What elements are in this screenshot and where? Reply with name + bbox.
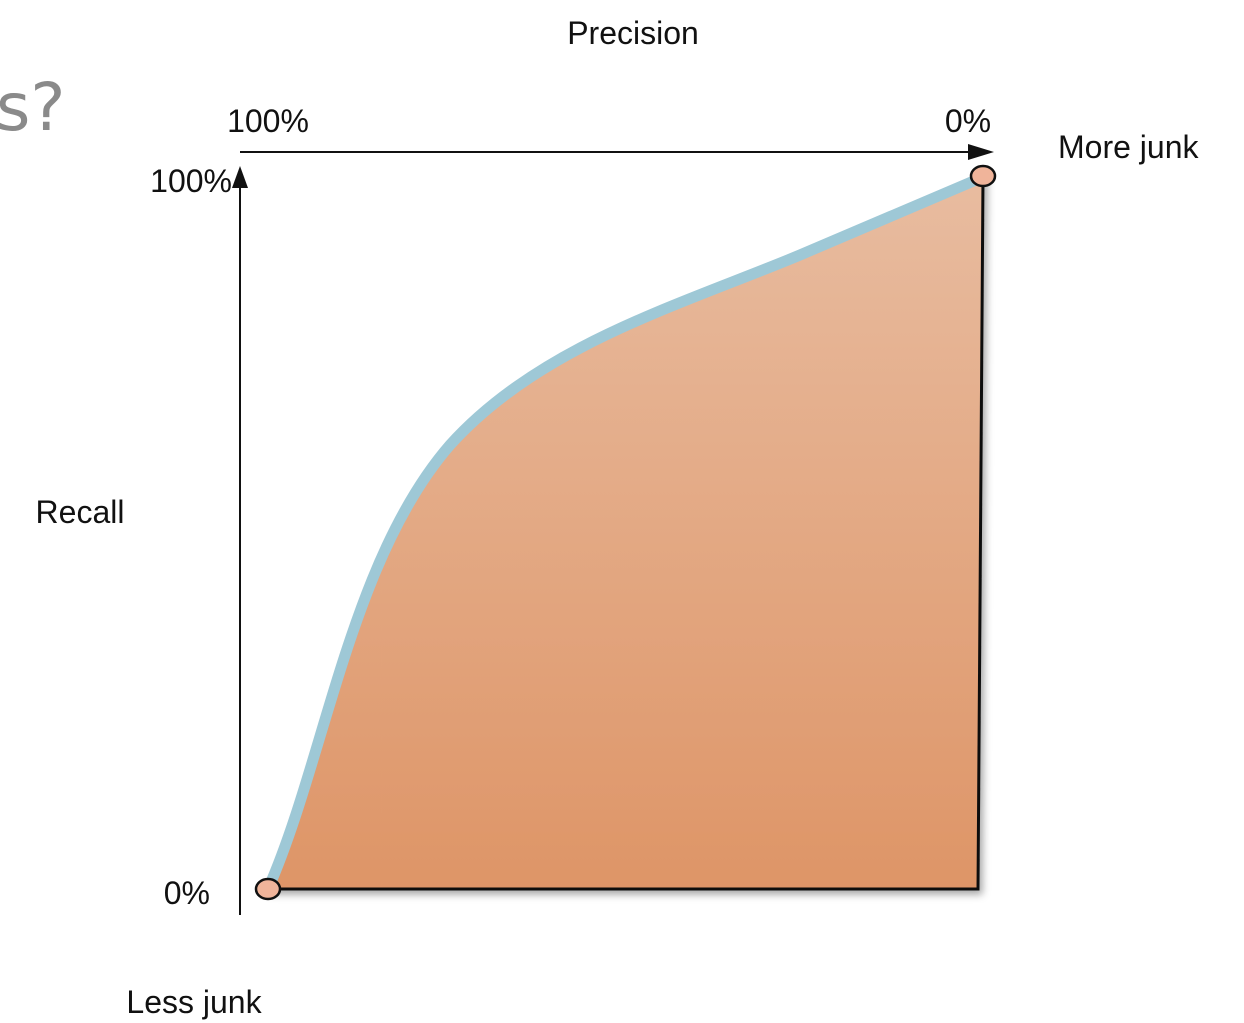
precision-axis-title: Precision [567, 15, 699, 51]
more-junk-annotation: More junk [1058, 129, 1200, 165]
precision-axis-arrowhead [968, 144, 994, 160]
precision-axis-end-label: 0% [945, 103, 991, 139]
slide-title-fragment: s? [0, 69, 65, 146]
recall-axis-bottom-label: 0% [164, 875, 210, 911]
recall-axis-title: Recall [36, 494, 125, 530]
precision-axis-start-label: 100% [227, 103, 309, 139]
precision-recall-curve [262, 171, 989, 895]
less-junk-annotation: Less junk [126, 984, 262, 1020]
recall-axis-top-label: 100% [150, 163, 232, 199]
recall-axis-arrowhead [232, 166, 248, 188]
area-under-curve [265, 174, 985, 891]
curve-end-point [969, 164, 997, 188]
curve-start-point [254, 877, 282, 901]
